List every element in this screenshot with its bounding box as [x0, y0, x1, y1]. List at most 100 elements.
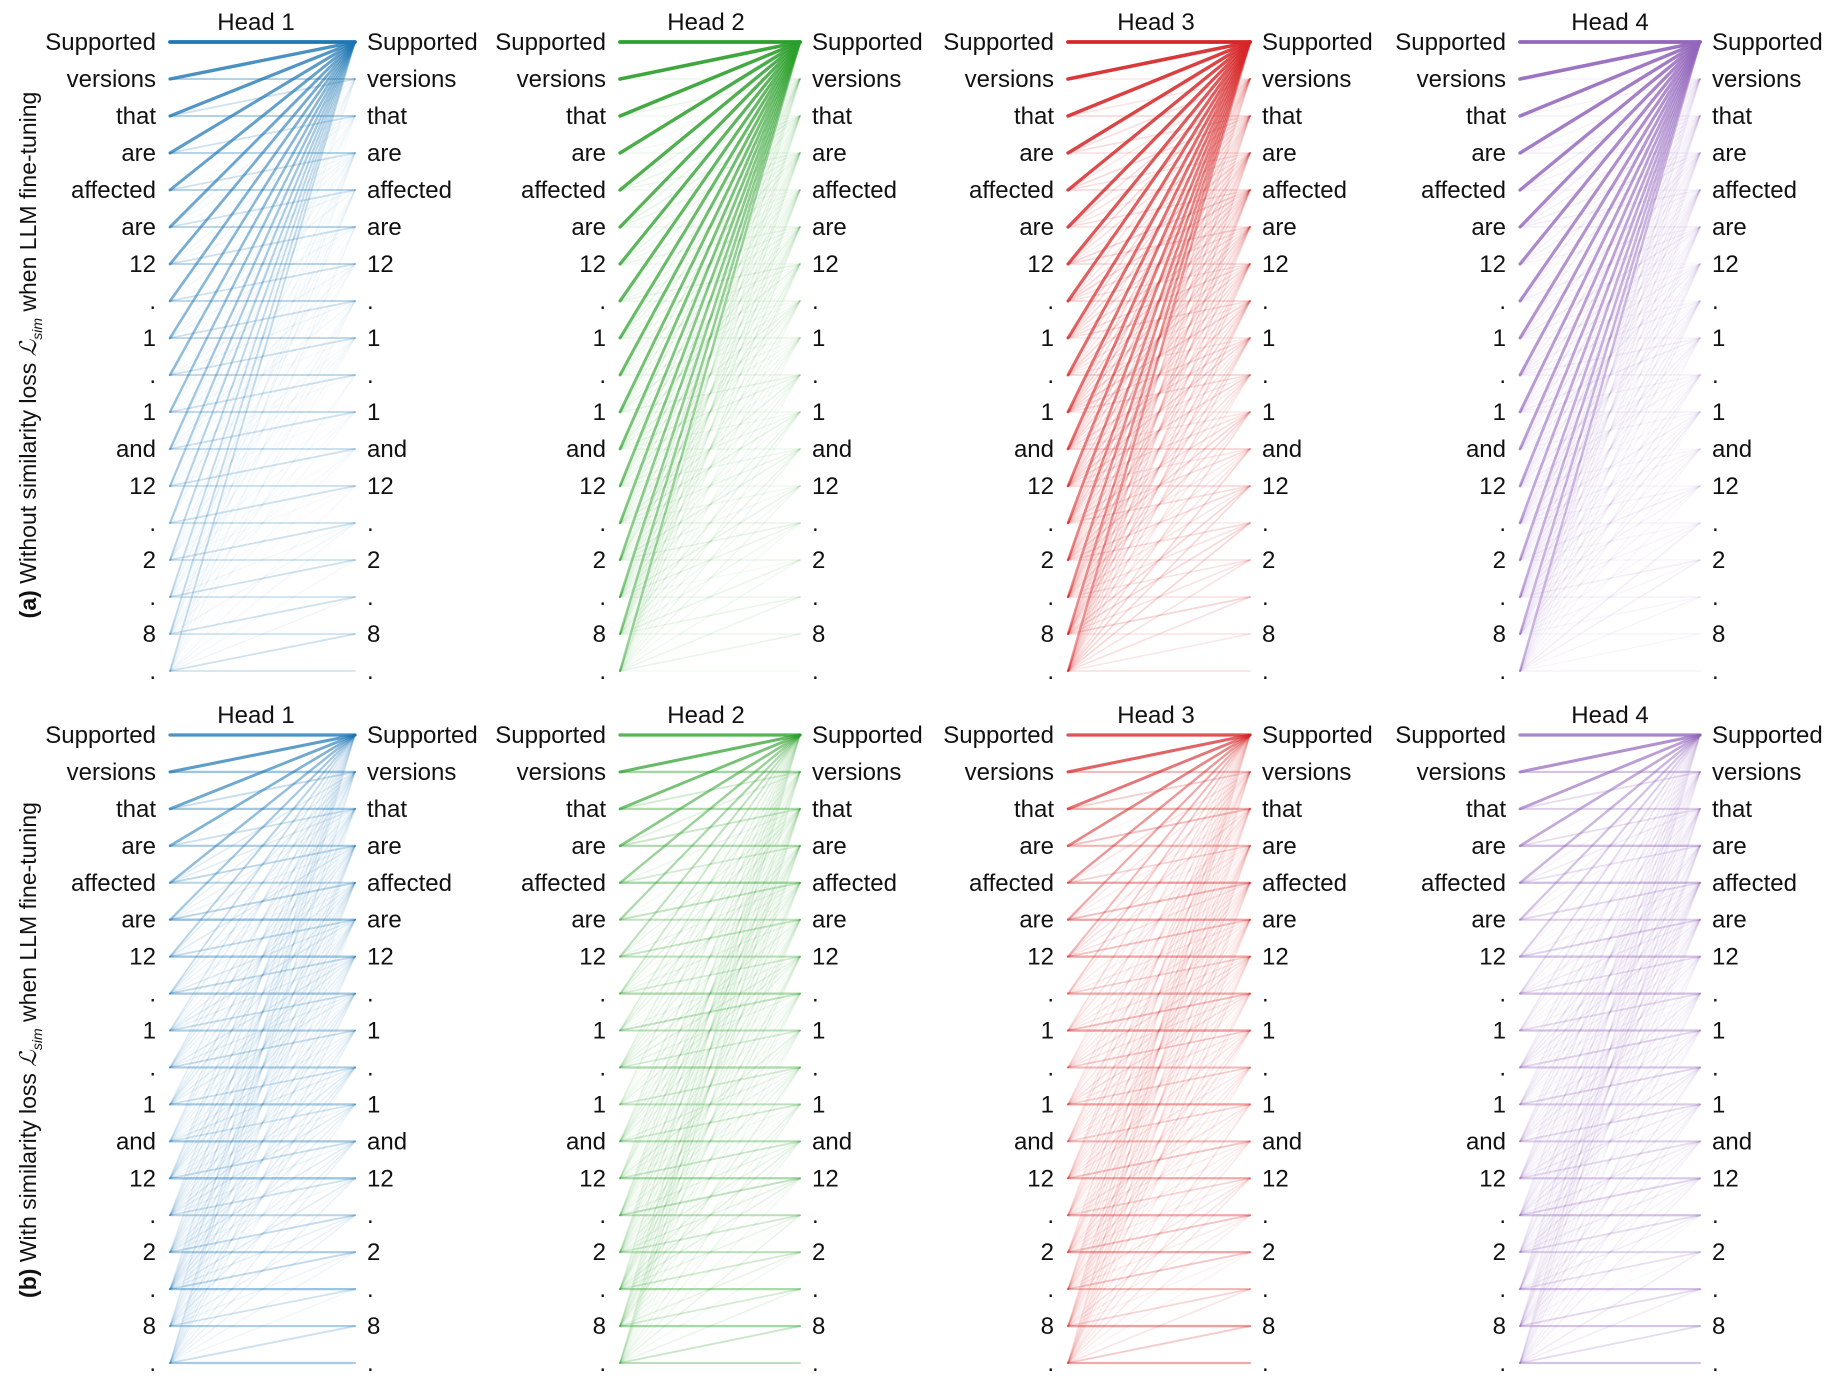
attention-line: [1519, 1103, 1701, 1253]
attention-line: [169, 1177, 356, 1364]
attention-line: [1519, 771, 1701, 1290]
attention-line: [619, 522, 801, 598]
attention-line: [619, 189, 801, 524]
attention-line: [1519, 522, 1701, 635]
attention-line: [1067, 1029, 1251, 1106]
query-token: .: [149, 1276, 156, 1303]
attention-line: [1067, 918, 1251, 1069]
key-token: and: [1262, 1128, 1302, 1155]
attention-line: [169, 807, 356, 847]
attention-line: [1067, 596, 1251, 672]
row-label-letter: (a): [15, 584, 41, 619]
attention-line: [169, 596, 356, 672]
attention-line: [169, 1177, 356, 1327]
attention-line: [169, 808, 356, 1106]
attention-line: [1067, 485, 1251, 524]
attention-line: [619, 734, 801, 1364]
attention-line: [169, 1251, 356, 1291]
attention-line: [1067, 808, 1251, 1327]
query-token: affected: [969, 870, 1054, 897]
attention-line: [1519, 992, 1701, 1032]
attention-line: [619, 845, 801, 958]
attention-line: [619, 1177, 801, 1290]
attention-line: [168, 40, 357, 266]
attention-line: [1067, 955, 1251, 1032]
attention-line: [618, 40, 802, 303]
query-token: 12: [1027, 251, 1054, 278]
attention-line: [1066, 40, 1252, 414]
attention-line: [1066, 40, 1252, 229]
query-token: are: [121, 140, 156, 167]
query-token: 12: [1027, 1165, 1054, 1192]
attention-line: [1519, 1177, 1701, 1327]
attention-line: [169, 189, 356, 635]
attention-line: [1519, 1066, 1701, 1364]
attention-line: [1518, 40, 1702, 118]
attention-line: [1518, 40, 1702, 377]
attention-line: [618, 40, 802, 599]
attention-line: [1519, 522, 1701, 672]
attention-line: [1519, 337, 1701, 598]
attention-line: [1067, 1029, 1251, 1327]
attention-line: [1519, 1214, 1701, 1327]
attention-line: [1519, 808, 1701, 1327]
attention-line: [169, 115, 356, 376]
attention-line: [1519, 807, 1701, 847]
attention-line: [618, 40, 802, 155]
attention-line: [619, 485, 801, 561]
attention-line: [619, 992, 801, 1327]
attention-line: [1067, 189, 1251, 635]
attention-line: [1519, 115, 1701, 672]
attention-line: [168, 40, 357, 303]
attention-line: [169, 734, 356, 1253]
key-token: 12: [1262, 251, 1289, 278]
query-token: .: [149, 1054, 156, 1081]
attention-line: [1519, 734, 1701, 995]
attention-line: [1067, 808, 1251, 1106]
attention-line: [1519, 263, 1701, 672]
key-token: 2: [367, 547, 380, 574]
query-token: 1: [1493, 1018, 1506, 1045]
attention-line: [619, 1066, 801, 1180]
attention-line: [169, 734, 356, 1327]
attention-line: [619, 1214, 801, 1327]
attention-line: [1519, 845, 1701, 1069]
attention-line: [169, 1103, 356, 1253]
attention-line: [619, 374, 801, 413]
query-token: .: [1047, 1350, 1054, 1377]
attention-line: [1519, 337, 1701, 450]
attention-line: [619, 734, 801, 1327]
attention-line: [1067, 115, 1251, 598]
attention-line: [1519, 300, 1701, 524]
key-token: .: [1712, 658, 1719, 685]
attention-line: [1519, 263, 1701, 413]
attention-line: [1067, 881, 1251, 921]
attention-line: [619, 374, 801, 635]
key-token: 2: [812, 547, 825, 574]
attention-line: [169, 41, 356, 635]
attention-line: [619, 1066, 801, 1290]
attention-line: [1519, 1066, 1701, 1106]
attention-line: [1067, 992, 1251, 1216]
attention-line: [1067, 845, 1251, 1106]
attention-line: [1519, 808, 1701, 995]
attention-line: [1067, 263, 1251, 487]
attention-line: [1519, 808, 1701, 1032]
attention-line: [1519, 992, 1701, 1069]
attention-line: [619, 882, 801, 1253]
key-token: .: [1712, 1276, 1719, 1303]
attention-line: [619, 808, 801, 958]
attention-line: [1067, 1251, 1251, 1291]
attention-line: [1519, 808, 1701, 958]
attention-line: [1519, 522, 1701, 598]
query-token: 1: [593, 399, 606, 426]
attention-line: [619, 300, 801, 561]
attention-line: [1519, 992, 1701, 1327]
attention-line: [1067, 734, 1251, 1364]
row-label-text: With similarity loss: [15, 1067, 41, 1263]
query-token: .: [149, 658, 156, 685]
attention-line: [1519, 226, 1701, 598]
attention-line: [1067, 1214, 1251, 1364]
attention-line: [1519, 1177, 1701, 1253]
attention-line: [619, 1214, 801, 1290]
